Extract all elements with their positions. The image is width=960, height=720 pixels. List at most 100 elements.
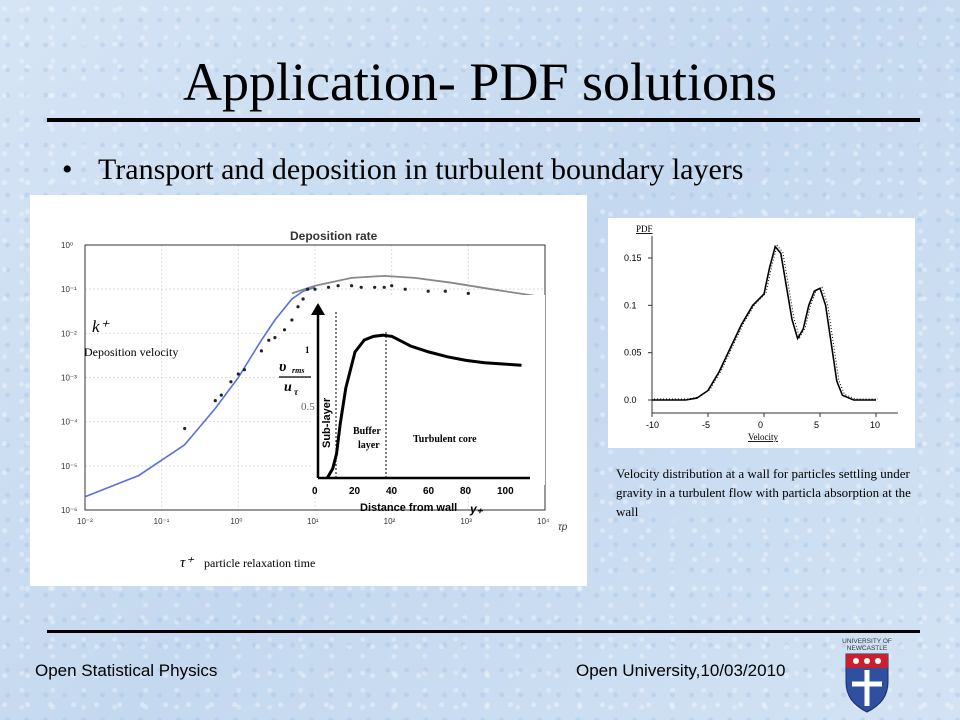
deposition-x-tick-label: 10¹ (307, 517, 319, 526)
inset-rms-velocity-curve (325, 333, 522, 479)
university-logo: UNIVERSITY OF NEWCASTLE (832, 636, 902, 714)
deposition-x-tick-label: 10⁻¹ (154, 517, 170, 526)
inset-x-ticks: 0 20 40 60 80 100 (312, 486, 514, 497)
deposition-data-point (267, 338, 271, 342)
deposition-x-axis-label: τp (558, 522, 568, 533)
deposition-data-point (326, 285, 331, 289)
inset-layer-label: layer (358, 440, 380, 451)
inset-y-tick-0-5: 0.5 (301, 401, 315, 413)
deposition-data-point (273, 336, 277, 340)
deposition-chart: Deposition rate 10⁻² 10⁻¹ 10⁰ 10¹ 10² 10³ 10⁴ … (61, 229, 568, 571)
deposition-data-point (183, 426, 187, 431)
pdf-y-tick-label: 0.15 (624, 253, 642, 263)
deposition-x-axis-description: particle relaxation time (204, 556, 315, 570)
bullet-item: • Transport and deposition in turbulent b… (62, 152, 743, 188)
university-crest-icon: UNIVERSITY OF NEWCASTLE (842, 638, 892, 713)
deposition-data-point (336, 284, 340, 288)
inset-x-axis-label: Distance from wall (360, 502, 457, 514)
deposition-data-point (290, 318, 294, 322)
pdf-x-tick-label: -10 (646, 420, 659, 430)
inset-background (313, 295, 545, 485)
deposition-x-tick-label: 10³ (460, 517, 472, 526)
inset-y-label-upsilon: υ (279, 359, 286, 375)
deposition-data-point (242, 368, 246, 372)
pdf-x-tick-label: 5 (814, 420, 819, 430)
deposition-data-point (466, 291, 470, 295)
pdf-x-tick-label: 0 (758, 420, 763, 430)
pdf-x-axis-label: Velocity (748, 432, 778, 442)
deposition-y-tick-label: 10⁻² (61, 329, 77, 338)
inset-x-tick-label: 0 (312, 486, 318, 497)
pdf-y-tick-label: 0.0 (624, 395, 637, 405)
footer-rule (47, 630, 920, 633)
inset-buffer-label: Buffer (353, 426, 381, 437)
logo-line-2: NEWCASTLE (847, 645, 888, 652)
deposition-data-point (282, 328, 287, 332)
deposition-data-point (403, 287, 407, 291)
pdf-y-axis-label: PDF (636, 224, 653, 234)
inset-x-tick-label: 40 (386, 486, 398, 497)
inset-y-label-tau: τ (294, 387, 299, 397)
pdf-dotted-curve (654, 244, 878, 400)
deposition-x-tick-label: 10⁰ (230, 517, 242, 526)
inset-x-tick-label: 20 (349, 486, 361, 497)
deposition-figure: Deposition rate 10⁻² 10⁻¹ 10⁰ 10¹ 10² 10³ 10⁴ … (30, 195, 587, 586)
inset-y-label-u: u (284, 380, 292, 395)
deposition-title: Deposition rate (290, 229, 378, 243)
deposition-x-ticks: 10⁻² 10⁻¹ 10⁰ 10¹ 10² 10³ 10⁴ (77, 517, 550, 526)
deposition-tau-plus-symbol: τ⁺ (180, 555, 194, 571)
deposition-data-point (426, 289, 430, 293)
pdf-x-tick-label: -5 (702, 420, 710, 430)
deposition-y-tick-label: 10⁻⁴ (61, 418, 78, 427)
deposition-y-tick-label: 10⁻¹ (61, 285, 77, 294)
inset-x-tick-label: 60 (423, 486, 435, 497)
deposition-data-point (390, 284, 394, 288)
deposition-y-axis-label: Deposition velocity (84, 345, 178, 359)
inset-y-arrow (311, 303, 325, 315)
pdf-figure-caption: Velocity distribution at a wall for part… (616, 466, 911, 519)
inset-turbulent-core-label: Turbulent core (413, 434, 477, 445)
pdf-figure: PDF Velocity -10 -5 0 5 10 0.0 0.05 0.1 0.15 (608, 218, 915, 448)
inset-y-tick-1: 1 (305, 345, 310, 355)
inset-chart: 0 20 40 60 80 100 Sub-layer Buffer layer Turb… (279, 303, 530, 516)
deposition-data-point (213, 399, 217, 403)
pdf-y-tick-label: 0.05 (624, 348, 642, 358)
deposition-y-tick-label: 10⁻⁵ (61, 462, 77, 471)
deposition-data-point (229, 380, 233, 384)
title-underline (47, 118, 920, 122)
deposition-data-point (306, 287, 310, 291)
deposition-data-points (183, 284, 470, 431)
deposition-data-point (382, 285, 386, 289)
deposition-data-point (350, 284, 354, 288)
deposition-x-tick-label: 10⁻² (77, 517, 93, 526)
deposition-data-point (259, 349, 263, 353)
deposition-y-tick-label: 10⁻³ (61, 374, 77, 383)
deposition-y-ticks: 10⁰ 10⁻¹ 10⁻² 10⁻³ 10⁻⁴ 10⁻⁵ 10⁻⁶ (61, 241, 78, 515)
pdf-x-tick-label: 10 (870, 420, 880, 430)
deposition-gray-curve (291, 274, 546, 299)
logo-line-1: UNIVERSITY OF (842, 638, 892, 645)
deposition-data-point (443, 289, 447, 293)
footer-right: Open University,10/03/2010 (576, 661, 786, 680)
deposition-data-point (313, 287, 317, 291)
deposition-data-point (236, 372, 240, 376)
deposition-x-tick-label: 10⁴ (537, 517, 550, 526)
deposition-x-tick-label: 10² (384, 517, 396, 526)
inset-x-tick-label: 80 (460, 486, 472, 497)
inset-y-label-rms: rms (292, 366, 304, 375)
deposition-data-point (296, 305, 300, 309)
pdf-chart: PDF Velocity -10 -5 0 5 10 0.0 0.05 0.1 0.15 (624, 224, 898, 442)
pdf-y-ticks: 0.0 0.05 0.1 0.15 (624, 253, 652, 405)
deposition-data-point (373, 285, 377, 289)
pdf-y-tick-label: 0.1 (624, 300, 637, 310)
bullet-dot: • (62, 153, 73, 186)
inset-sublayer-label: Sub-layer (321, 397, 333, 448)
pdf-curve (652, 244, 876, 401)
deposition-data-point (301, 297, 305, 301)
pdf-x-ticks: -10 -5 0 5 10 (646, 413, 880, 430)
bullet-text: Transport and deposition in turbulent bo… (98, 153, 744, 186)
deposition-data-point (219, 393, 223, 397)
inset-x-tick-label: 100 (497, 486, 514, 497)
deposition-data-point (359, 285, 363, 289)
footer-left: Open Statistical Physics (35, 661, 218, 680)
